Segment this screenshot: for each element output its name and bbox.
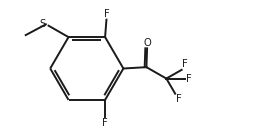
Text: O: O <box>143 38 151 48</box>
Text: F: F <box>104 9 109 19</box>
Text: S: S <box>40 19 46 29</box>
Text: F: F <box>176 94 182 104</box>
Text: F: F <box>182 59 188 69</box>
Text: F: F <box>102 118 108 128</box>
Text: F: F <box>186 74 192 84</box>
